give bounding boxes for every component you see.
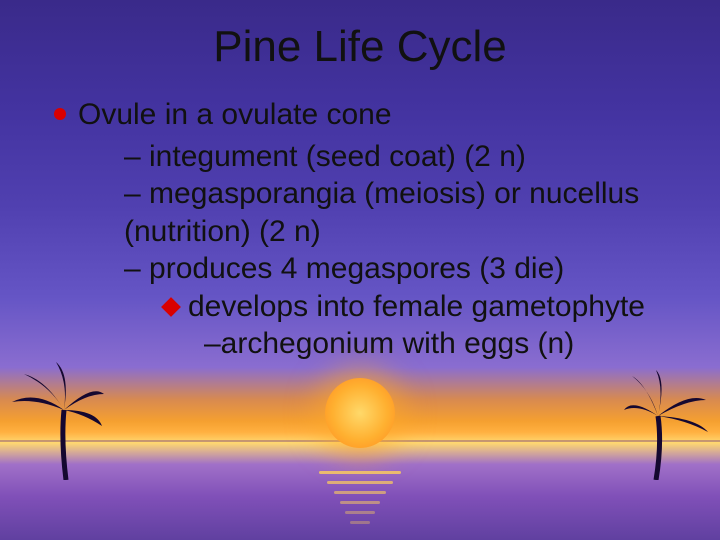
reflection-line (327, 481, 393, 484)
level3-text: develops into female gametophyte (188, 288, 645, 326)
bullet-level1-row: Ovule in a ovulate cone (54, 96, 700, 134)
slide-title: Pine Life Cycle (0, 22, 720, 72)
diamond-bullet-icon (161, 297, 181, 317)
level2-text: – produces 4 megaspores (3 die) (124, 252, 564, 285)
bullet-level3-row: develops into female gametophyte (54, 288, 700, 326)
bullet-level4-row: –archegonium with eggs (n) (54, 325, 700, 363)
palm-tree-left-icon (6, 360, 106, 480)
reflection-line (350, 521, 370, 524)
reflection-line (345, 511, 375, 514)
content-area: Ovule in a ovulate cone – integument (se… (0, 96, 720, 363)
level4-text: –archegonium with eggs (n) (204, 327, 574, 360)
bullet-level2-row: – integument (seed coat) (2 n) (54, 138, 700, 176)
reflection-line (319, 471, 401, 474)
bullet-level2-row: – produces 4 megaspores (3 die) (54, 250, 700, 288)
level2-text: – integument (seed coat) (2 n) (124, 140, 526, 173)
level1-text: Ovule in a ovulate cone (78, 96, 392, 134)
circle-bullet-icon (54, 108, 66, 120)
level2-text: – megasporangia (meiosis) or nucellus (n… (124, 177, 639, 248)
palm-tree-right-icon (622, 370, 712, 480)
bullet-level2-row: – megasporangia (meiosis) or nucellus (n… (54, 175, 700, 250)
reflection-line (340, 501, 380, 504)
sun-icon (325, 378, 395, 448)
reflection-line (334, 491, 386, 494)
sun-reflection (319, 471, 401, 524)
slide: Pine Life Cycle Ovule in a ovulate cone … (0, 0, 720, 540)
